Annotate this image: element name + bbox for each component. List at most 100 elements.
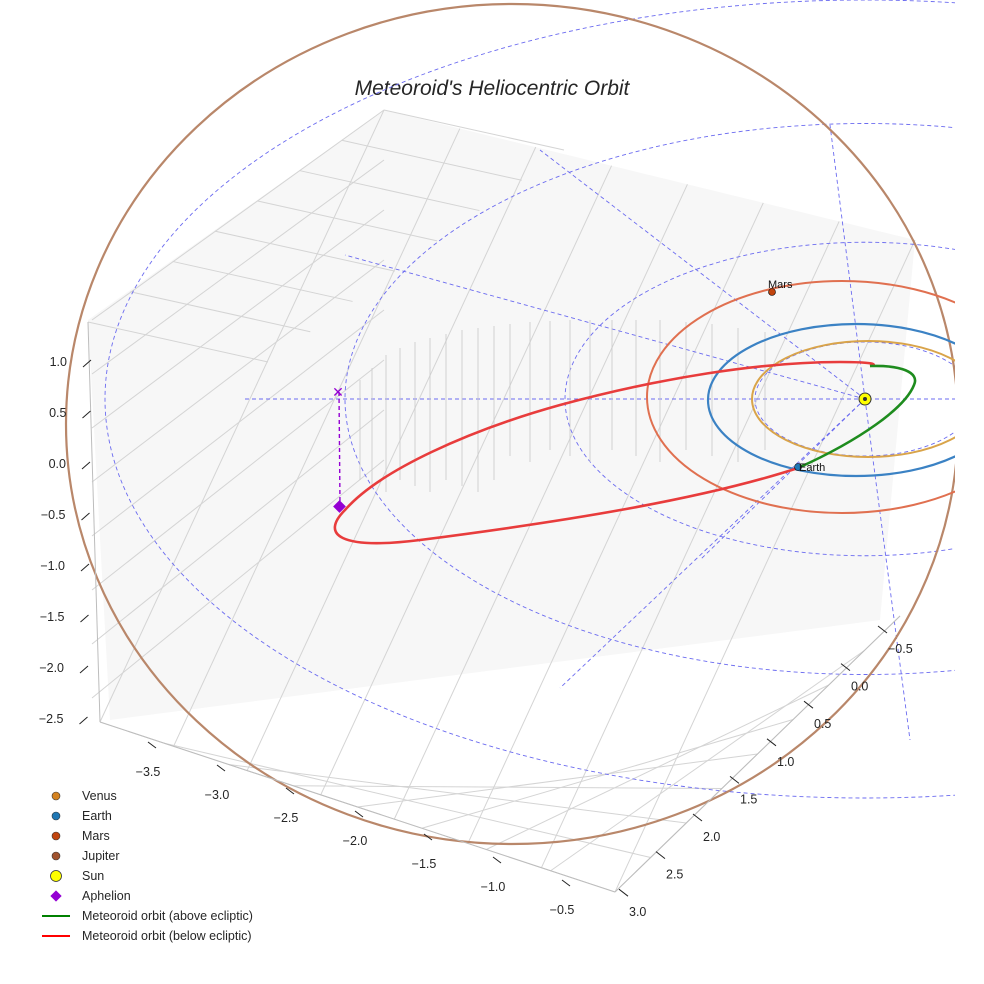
z-tick-label: −1.5 — [40, 610, 65, 624]
reference-radial-4 — [864, 398, 911, 741]
z-tick-mark — [82, 359, 92, 368]
z-tick-label: −1.0 — [40, 559, 65, 573]
legend-item: Mars — [38, 826, 253, 846]
grid-line-z — [91, 159, 385, 375]
reference-radial-2 — [539, 149, 866, 400]
grid-line-wall — [214, 230, 395, 272]
grid-line-z — [91, 409, 385, 645]
grid-line-floor — [550, 650, 865, 872]
y-tick-label: 1.5 — [740, 792, 757, 806]
meteoroid-orbit-below — [333, 360, 876, 545]
z-tick-mark — [80, 614, 89, 623]
sun-center — [863, 397, 867, 401]
legend-swatch — [38, 869, 74, 883]
legend-item: Venus — [38, 786, 253, 806]
legend-circle-marker — [51, 831, 61, 841]
earth-orbit — [706, 322, 955, 478]
legend-label: Earth — [82, 809, 112, 823]
legend-swatch — [38, 809, 74, 823]
legend-swatch — [38, 849, 74, 863]
y-tick-label: 2.5 — [666, 868, 683, 882]
legend-swatch — [38, 929, 74, 943]
grid-line-x — [540, 221, 840, 868]
x-tick-label: −2.0 — [343, 834, 368, 848]
y-tick-label: 0.0 — [851, 680, 868, 694]
reference-ring-3 — [104, 0, 955, 799]
x-tick-mark — [354, 810, 364, 818]
x-tick-mark — [561, 879, 571, 887]
legend-circle-marker — [51, 851, 61, 861]
grid-line-z — [91, 309, 385, 537]
x-tick-mark — [423, 833, 433, 841]
legend-label: Aphelion — [82, 889, 131, 903]
legend-item: Aphelion — [38, 886, 253, 906]
x-tick-mark — [492, 856, 502, 864]
grid-line-wall — [87, 321, 269, 363]
legend-item: Jupiter — [38, 846, 253, 866]
grid-line-z — [91, 359, 385, 591]
grid-line-z — [91, 209, 385, 429]
y-tick-mark — [877, 625, 888, 634]
x-tick-label: −0.5 — [550, 903, 575, 917]
x-tick-label: −1.0 — [481, 880, 506, 894]
legend-swatch — [38, 889, 74, 903]
reference-radial-5 — [699, 398, 866, 561]
legend: Venus Earth Mars Jupiter Sun Aphelion Meteoroi… — [38, 786, 253, 946]
grid-line-floor — [357, 753, 758, 808]
reference-radial-1 — [344, 254, 866, 400]
y-tick-label: 0.5 — [814, 717, 831, 731]
z-tick-label: −0.5 — [41, 508, 66, 522]
legend-circle-marker — [51, 791, 61, 801]
legend-item: Meteoroid orbit (below ecliptic) — [38, 926, 253, 946]
mars-label: Mars — [768, 279, 793, 291]
legend-label: Meteoroid orbit (above ecliptic) — [82, 909, 253, 923]
x-tick-label: −3.5 — [136, 765, 161, 779]
mars-marker — [768, 288, 776, 296]
x-tick-mark — [216, 764, 226, 772]
grid-line-x — [614, 239, 916, 893]
x-tick-label: −2.5 — [274, 811, 299, 825]
mars-orbit — [646, 280, 955, 514]
z-tick-mark — [81, 512, 90, 521]
venus-orbit — [751, 340, 955, 458]
ecliptic-reference-grid — [104, 0, 955, 799]
grid-line-wall — [341, 139, 522, 181]
z-tick-label: 1.0 — [50, 355, 67, 369]
grid-line-floor — [486, 684, 829, 850]
legend-label: Venus — [82, 789, 117, 803]
legend-item: Sun — [38, 866, 253, 886]
grid-line-x — [246, 146, 537, 771]
grid-line-x — [393, 184, 688, 820]
grid-line-z — [91, 259, 385, 483]
reference-radial-0 — [559, 398, 866, 689]
axis-lines — [87, 321, 901, 893]
grid-line-wall — [383, 109, 565, 151]
grid-line-x — [173, 128, 461, 747]
x-tick-mark — [147, 741, 157, 749]
x-axis-ticks: −3.5 −3.0 −2.5 −2.0 −1.5 −1.0 −0.5 — [136, 741, 575, 917]
z-tick-label: 0.0 — [49, 457, 66, 471]
aphelion-projection-line — [338, 391, 341, 506]
legend-label: Mars — [82, 829, 110, 843]
y-tick-label: 2.0 — [703, 830, 720, 844]
legend-swatch — [38, 909, 74, 923]
grid-line-wall — [130, 291, 311, 333]
z-tick-label: −2.5 — [39, 712, 64, 726]
z-axis-ticks: 1.0 0.5 0.0 −0.5 −1.0 −1.5 −2.0 −2.5 — [39, 355, 92, 726]
earth-marker — [794, 463, 802, 471]
jupiter-orbit — [65, 3, 955, 845]
y-tick-mark — [766, 738, 777, 747]
x-tick-label: −1.5 — [412, 857, 437, 871]
y-tick-mark — [729, 776, 740, 784]
aphelion-projection-marker: ✕ — [332, 385, 344, 401]
y-tick-label: 1.0 — [777, 755, 794, 769]
reference-ring-1 — [564, 241, 955, 557]
y-tick-label: −0.5 — [888, 642, 913, 656]
z-tick-mark — [79, 665, 89, 674]
grid-line-z — [91, 109, 385, 321]
grid-lines — [87, 109, 916, 893]
legend-diamond-marker — [50, 890, 62, 902]
z-tick-mark — [82, 410, 91, 419]
legend-circle-marker — [51, 811, 61, 821]
